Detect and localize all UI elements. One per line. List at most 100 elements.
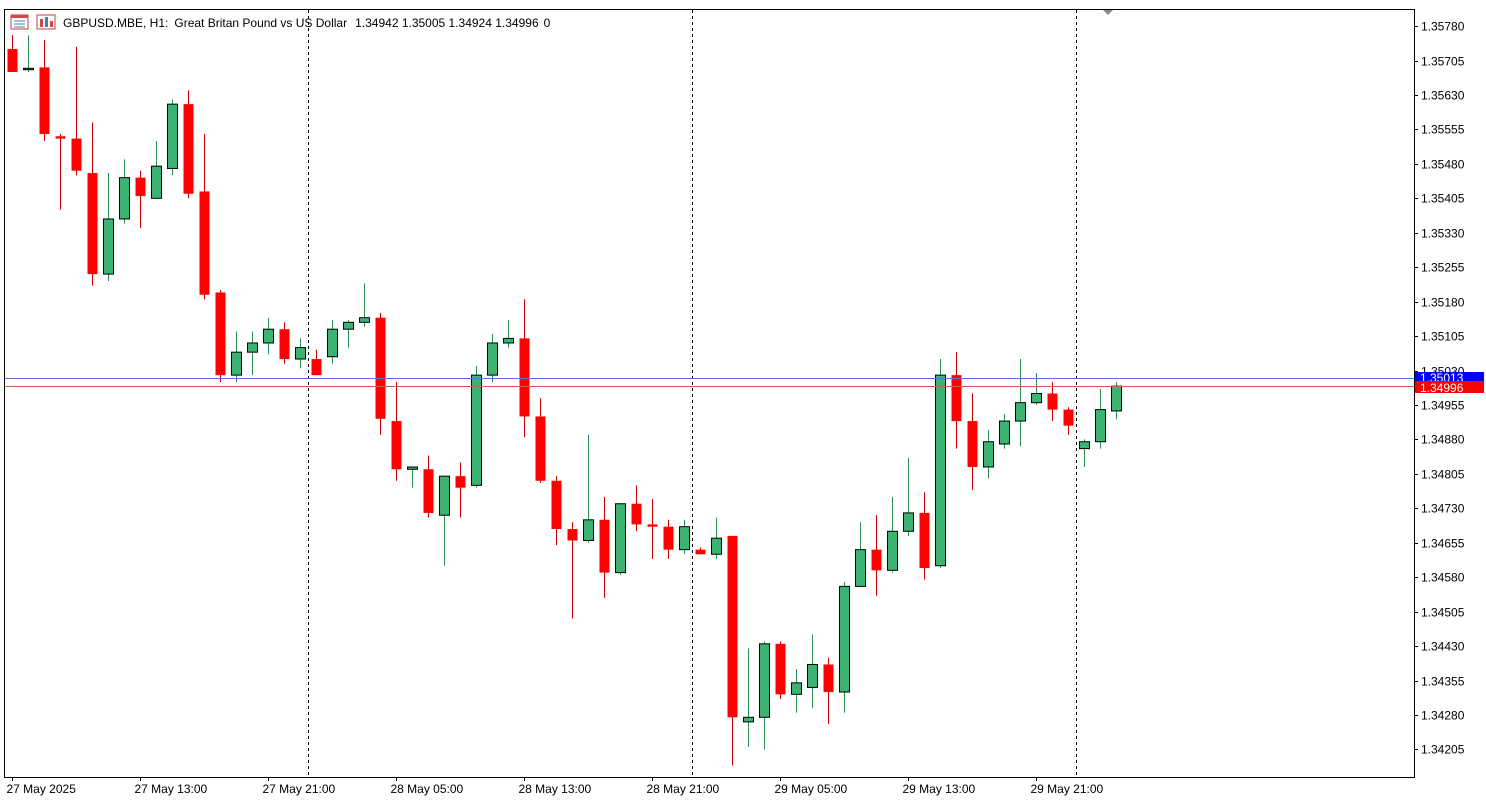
candle: [1079, 439, 1090, 467]
candle: [839, 581, 850, 713]
candle: [663, 519, 674, 559]
candle: [343, 320, 354, 348]
ask-price-tag: [1415, 372, 1484, 383]
chart-menu-icon[interactable]: [10, 14, 29, 30]
candle-body-bear: [135, 177, 146, 197]
candle: [711, 517, 722, 559]
y-tick-label: 1.34805: [1421, 468, 1465, 482]
candle: [279, 322, 290, 364]
candle-body-bear: [311, 359, 322, 376]
candle: [887, 496, 898, 573]
candle: [967, 393, 978, 490]
candle: [375, 313, 386, 435]
candle: [1015, 359, 1026, 447]
candle: [215, 290, 226, 383]
candle: [359, 283, 370, 327]
candle-body-bull: [263, 328, 274, 344]
candle-body-bull: [679, 526, 690, 551]
candle: [439, 475, 450, 566]
price-lines: [5, 378, 1414, 387]
candle: [1095, 388, 1106, 449]
candle: [743, 648, 754, 748]
candle: [1063, 407, 1074, 435]
candle-body-bear: [695, 549, 706, 555]
candle: [535, 398, 546, 484]
candle-body-bull: [903, 512, 914, 532]
candle-body-bull: [231, 351, 242, 376]
candle-body-bull: [247, 342, 258, 353]
candle: [599, 496, 610, 598]
candle-body-bear: [567, 528, 578, 541]
symbol-timeframe: GBPUSD.MBE, H1:: [63, 16, 168, 30]
candle: [327, 320, 338, 364]
candle: [71, 46, 82, 176]
candle: [823, 657, 834, 725]
candle-body-bull: [471, 374, 482, 486]
candle: [471, 365, 482, 488]
candle: [455, 462, 466, 518]
candle: [919, 492, 930, 580]
x-tick-label: 29 May 05:00: [775, 782, 848, 796]
candle-body-bull: [935, 374, 946, 567]
price-axis[interactable]: 1.35780 1.35705 1.35630 1.35555 1.35480 1.354…: [1414, 20, 1465, 757]
bid-price-label: 1.34996: [1420, 381, 1464, 395]
candle-body-bear: [823, 664, 834, 693]
candle: [391, 382, 402, 481]
candle: [423, 455, 434, 518]
candle: [7, 35, 18, 73]
candle-body-bear: [423, 469, 434, 513]
chart-shift-marker[interactable]: [1102, 9, 1114, 15]
candle: [103, 173, 114, 281]
y-tick-label: 1.35780: [1421, 20, 1465, 34]
candle: [759, 641, 770, 750]
x-tick-label: 27 May 13:00: [135, 782, 208, 796]
y-tick-label: 1.35330: [1421, 227, 1465, 241]
candle-body-bear: [199, 191, 210, 295]
candle-body-bull: [791, 682, 802, 695]
candle: [615, 503, 626, 575]
time-axis[interactable]: 27 May 2025 27 May 13:00 27 May 21:00 28 Ma…: [7, 777, 1104, 796]
y-tick-label: 1.34880: [1421, 433, 1465, 447]
candle: [87, 122, 98, 286]
candle-body-bull: [119, 177, 130, 220]
candle-body-bull: [103, 218, 114, 275]
y-tick-label: 1.35555: [1421, 123, 1465, 137]
candle-body-bear: [1063, 409, 1074, 426]
candle-body-bear: [535, 416, 546, 481]
candle: [631, 485, 642, 532]
y-tick-label: 1.34280: [1421, 709, 1465, 723]
candle-body-bull: [759, 643, 770, 718]
candle-body-bull: [743, 716, 754, 723]
candle-body-bull: [1111, 385, 1122, 412]
candle-body-bull: [487, 342, 498, 376]
header-extra: 0: [544, 16, 551, 30]
candle: [487, 333, 498, 383]
candle-body-bear: [631, 503, 642, 525]
candle-body-bull: [583, 519, 594, 541]
y-tick-label: 1.35705: [1421, 55, 1465, 69]
candle: [983, 430, 994, 479]
candle: [791, 669, 802, 713]
candle: [199, 134, 210, 300]
candle: [727, 535, 738, 766]
candle-body-bear: [215, 292, 226, 376]
bid-price-tag: [1415, 381, 1484, 393]
y-tick-label: 1.35630: [1421, 89, 1465, 103]
candle: [247, 331, 258, 376]
x-tick-label: 28 May 21:00: [647, 782, 720, 796]
candle: [679, 519, 690, 555]
candle: [935, 359, 946, 569]
timeframe-icon[interactable]: [36, 14, 56, 30]
candle: [167, 99, 178, 176]
candle-body-bull: [839, 585, 850, 693]
candle-body-bull: [855, 549, 866, 587]
y-tick-label: 1.34355: [1421, 675, 1465, 689]
candle-body-bull: [1031, 393, 1042, 404]
candle: [23, 35, 34, 73]
candle: [135, 170, 146, 229]
candle-body-bear: [647, 524, 658, 527]
symbol-description: Great Britan Pound vs US Dollar: [174, 16, 347, 30]
candle-body-bull: [1079, 441, 1090, 450]
